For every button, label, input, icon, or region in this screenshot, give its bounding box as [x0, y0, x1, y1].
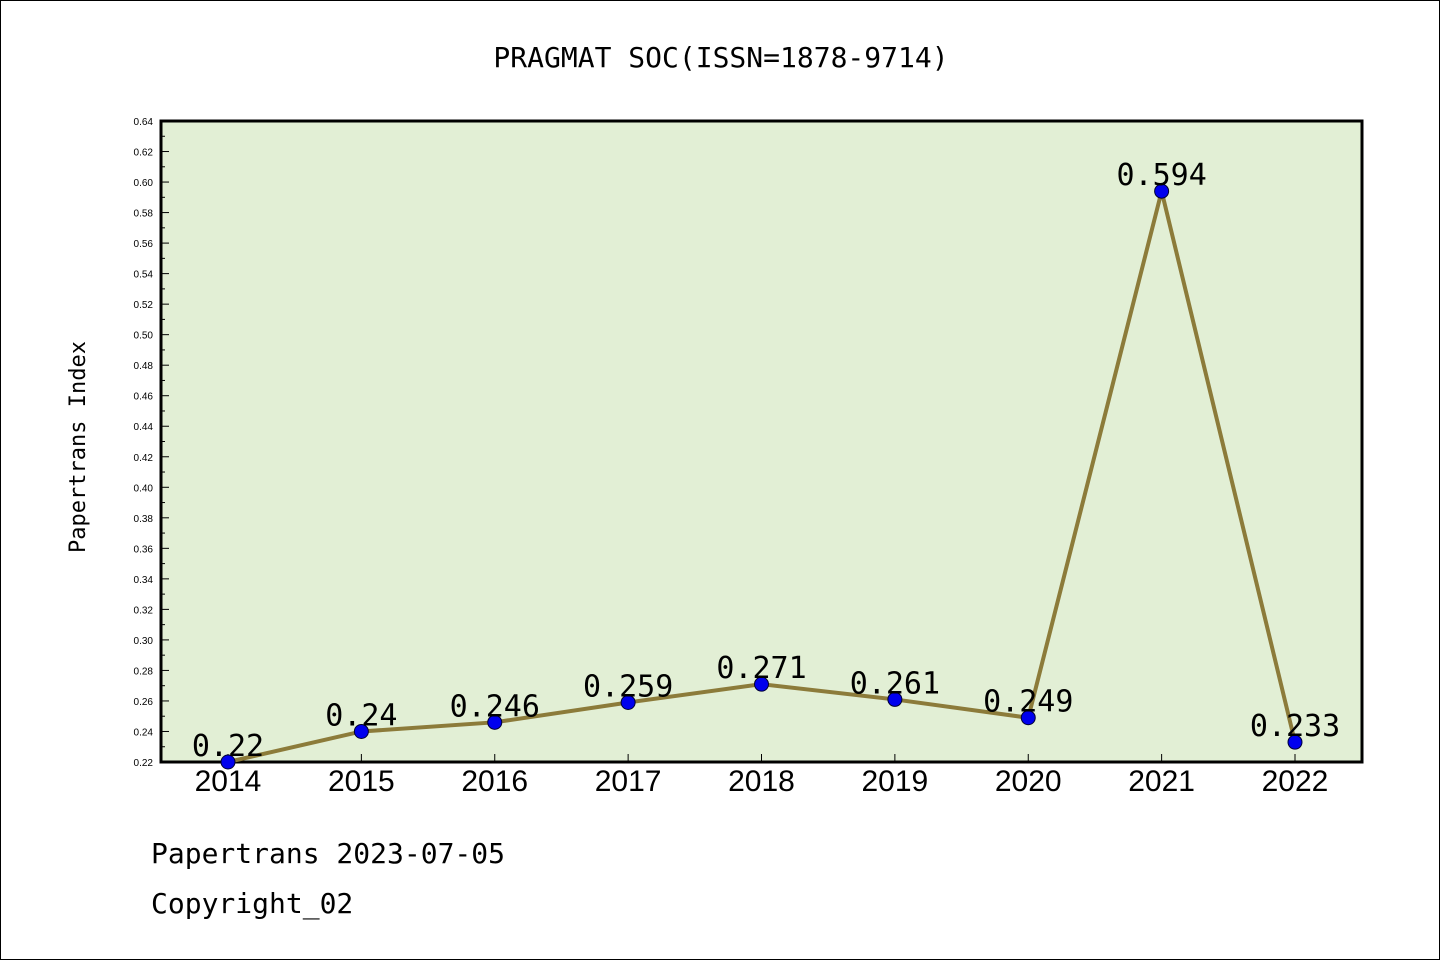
data-label: 0.246 [450, 689, 540, 724]
y-tick-label: 0.64 [134, 117, 154, 128]
x-tick-label: 2019 [862, 765, 929, 798]
y-tick-label: 0.44 [134, 422, 154, 433]
x-tick-label: 2021 [1128, 765, 1195, 798]
y-tick-label: 0.46 [134, 392, 154, 403]
series-group: 0.22 0.24 0.246 0.259 0.271 0.261 0.249 0.594 0.… [192, 158, 1340, 770]
x-tick-label: 2016 [461, 765, 528, 798]
y-axis-label: Papertrans Index [66, 341, 91, 553]
x-tick-label: 2020 [995, 765, 1062, 798]
data-label: 0.259 [583, 669, 673, 704]
data-point [754, 676, 769, 692]
y-tick-label: 0.40 [134, 483, 154, 494]
y-tick-label: 0.36 [134, 544, 154, 555]
data-point [487, 714, 503, 730]
data-point [1287, 734, 1303, 750]
chart-title: PRAGMAT SOC(ISSN=1878-9714) [493, 41, 948, 74]
y-tick-label: 0.42 [134, 453, 154, 464]
footer-source: Papertrans 2023-07-05 [151, 837, 506, 870]
plot-area [159, 119, 1364, 764]
x-tick-label: 2014 [195, 765, 262, 798]
y-tick-label: 0.48 [134, 361, 154, 372]
x-tick-label: 2017 [595, 765, 662, 798]
data-point [353, 723, 369, 739]
data-label: 0.22 [192, 729, 264, 764]
x-tick-label: 2018 [728, 765, 795, 798]
y-tick-label: 0.50 [134, 331, 154, 342]
data-point [1020, 710, 1036, 726]
data-point [887, 691, 903, 707]
y-tick-label: 0.28 [134, 666, 154, 677]
y-tick-label: 0.58 [134, 209, 154, 220]
x-tick-label: 2022 [1262, 765, 1329, 798]
y-tick-label: 0.24 [134, 727, 154, 738]
data-point [1154, 183, 1170, 199]
y-axis: 0.22 0.24 0.26 0.28 0.30 0.32 0.34 0.36 0.38 0.40… [134, 117, 169, 769]
y-tick-label: 0.52 [134, 300, 154, 311]
y-tick-label: 0.34 [134, 575, 154, 586]
x-axis: 2014 2015 2016 2017 2018 2019 2020 2021 2022 [195, 754, 1329, 798]
data-label: 0.249 [983, 685, 1073, 720]
y-tick-label: 0.62 [134, 148, 154, 159]
data-label: 0.261 [850, 666, 940, 701]
y-tick-label: 0.60 [134, 178, 154, 189]
x-tick-label: 2015 [328, 765, 395, 798]
y-tick-label: 0.56 [134, 239, 154, 250]
y-tick-label: 0.54 [134, 270, 154, 281]
y-tick-label: 0.26 [134, 697, 154, 708]
y-tick-label: 0.38 [134, 514, 154, 525]
data-label: 0.594 [1116, 158, 1206, 193]
y-tick-label: 0.22 [134, 758, 154, 769]
y-tick-label: 0.32 [134, 605, 154, 616]
data-point [620, 694, 636, 710]
data-point [220, 754, 236, 770]
footer-copyright: Copyright_02 [151, 887, 354, 920]
data-label: 0.24 [325, 698, 397, 733]
data-label: 0.233 [1250, 709, 1340, 744]
y-tick-label: 0.30 [134, 636, 154, 647]
data-label: 0.271 [716, 651, 806, 686]
